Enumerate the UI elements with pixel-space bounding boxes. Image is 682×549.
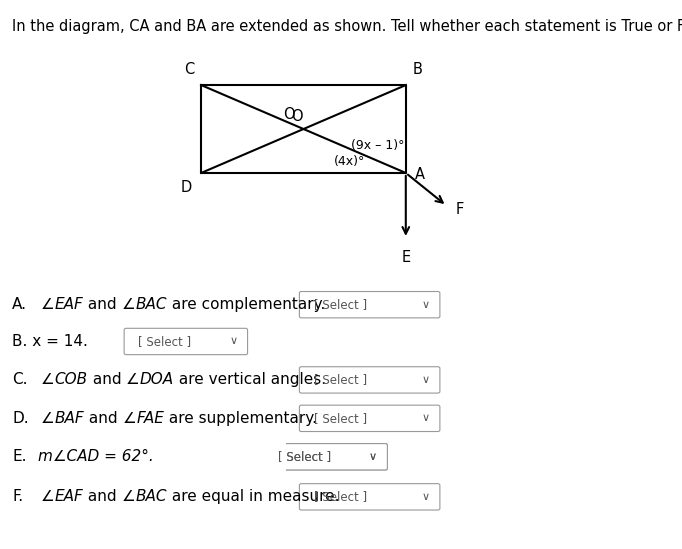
Text: ∨: ∨: [421, 375, 430, 385]
Text: (9x – 1)°: (9x – 1)°: [351, 139, 404, 152]
Text: BAC: BAC: [136, 297, 167, 312]
Text: ∠: ∠: [41, 297, 55, 312]
Text: ∠: ∠: [41, 372, 55, 388]
Text: EAF: EAF: [55, 489, 83, 505]
Text: BAC: BAC: [136, 489, 167, 505]
Text: ∠: ∠: [41, 411, 55, 426]
Text: A.: A.: [12, 297, 27, 312]
Text: ∨: ∨: [229, 337, 237, 346]
Text: are complementary.: are complementary.: [167, 297, 325, 312]
Text: FAE: FAE: [136, 411, 164, 426]
Text: EAF: EAF: [55, 297, 83, 312]
Text: O: O: [291, 109, 303, 124]
Text: are equal in measure.: are equal in measure.: [167, 489, 340, 505]
Text: A: A: [415, 167, 425, 182]
Text: ∠: ∠: [122, 297, 136, 312]
FancyBboxPatch shape: [299, 484, 440, 510]
Text: ∨: ∨: [369, 452, 377, 462]
Text: $m\angle CAD = 62°.$: $m\angle CAD = 62°.$: [38, 449, 151, 464]
Text: In the diagram, CA and BA are extended as shown. Tell whether each statement is : In the diagram, CA and BA are extended a…: [12, 19, 682, 34]
Text: and: and: [88, 372, 126, 388]
Text: ∨: ∨: [369, 452, 377, 462]
Text: ∨: ∨: [421, 413, 430, 423]
FancyBboxPatch shape: [264, 444, 387, 470]
FancyBboxPatch shape: [264, 444, 387, 470]
Text: COB: COB: [55, 372, 88, 388]
Text: [ Select ]: [ Select ]: [314, 373, 367, 386]
Text: C: C: [184, 62, 194, 77]
Text: m∠CAD = 62°.: m∠CAD = 62°.: [38, 449, 153, 464]
Bar: [0, 438, 286, 476]
Text: ∠: ∠: [126, 372, 140, 388]
Text: F: F: [456, 202, 464, 217]
Text: [ Select ]: [ Select ]: [278, 450, 331, 463]
Text: E.: E.: [12, 449, 27, 464]
Text: DOA: DOA: [140, 372, 174, 388]
Text: ∨: ∨: [421, 300, 430, 310]
Text: [ Select ]: [ Select ]: [314, 412, 367, 425]
Text: [ Select ]: [ Select ]: [278, 450, 331, 463]
Text: [ Select ]: [ Select ]: [138, 335, 192, 348]
Text: D: D: [181, 180, 192, 195]
Text: F.: F.: [12, 489, 23, 505]
Text: ∠: ∠: [122, 489, 136, 505]
FancyBboxPatch shape: [299, 405, 440, 432]
Text: ∠: ∠: [123, 411, 136, 426]
Text: and: and: [83, 297, 122, 312]
Text: B. x = 14.: B. x = 14.: [12, 334, 88, 349]
Text: BAF: BAF: [55, 411, 84, 426]
Text: [ Select ]: [ Select ]: [314, 490, 367, 503]
Text: [ Select ]: [ Select ]: [314, 298, 367, 311]
FancyBboxPatch shape: [124, 328, 248, 355]
Text: ∠: ∠: [41, 489, 55, 505]
Text: are supplementary.: are supplementary.: [164, 411, 317, 426]
Text: O: O: [283, 107, 295, 122]
FancyBboxPatch shape: [299, 367, 440, 393]
Text: are vertical angles.: are vertical angles.: [174, 372, 326, 388]
FancyBboxPatch shape: [299, 292, 440, 318]
Text: D.: D.: [12, 411, 29, 426]
Text: B: B: [413, 62, 422, 77]
Text: and: and: [84, 411, 123, 426]
Text: C.: C.: [12, 372, 28, 388]
Text: E: E: [401, 250, 411, 265]
Text: E.: E.: [12, 449, 27, 464]
Text: (4x)°: (4x)°: [334, 155, 366, 169]
Text: ∨: ∨: [421, 492, 430, 502]
Text: and: and: [83, 489, 122, 505]
